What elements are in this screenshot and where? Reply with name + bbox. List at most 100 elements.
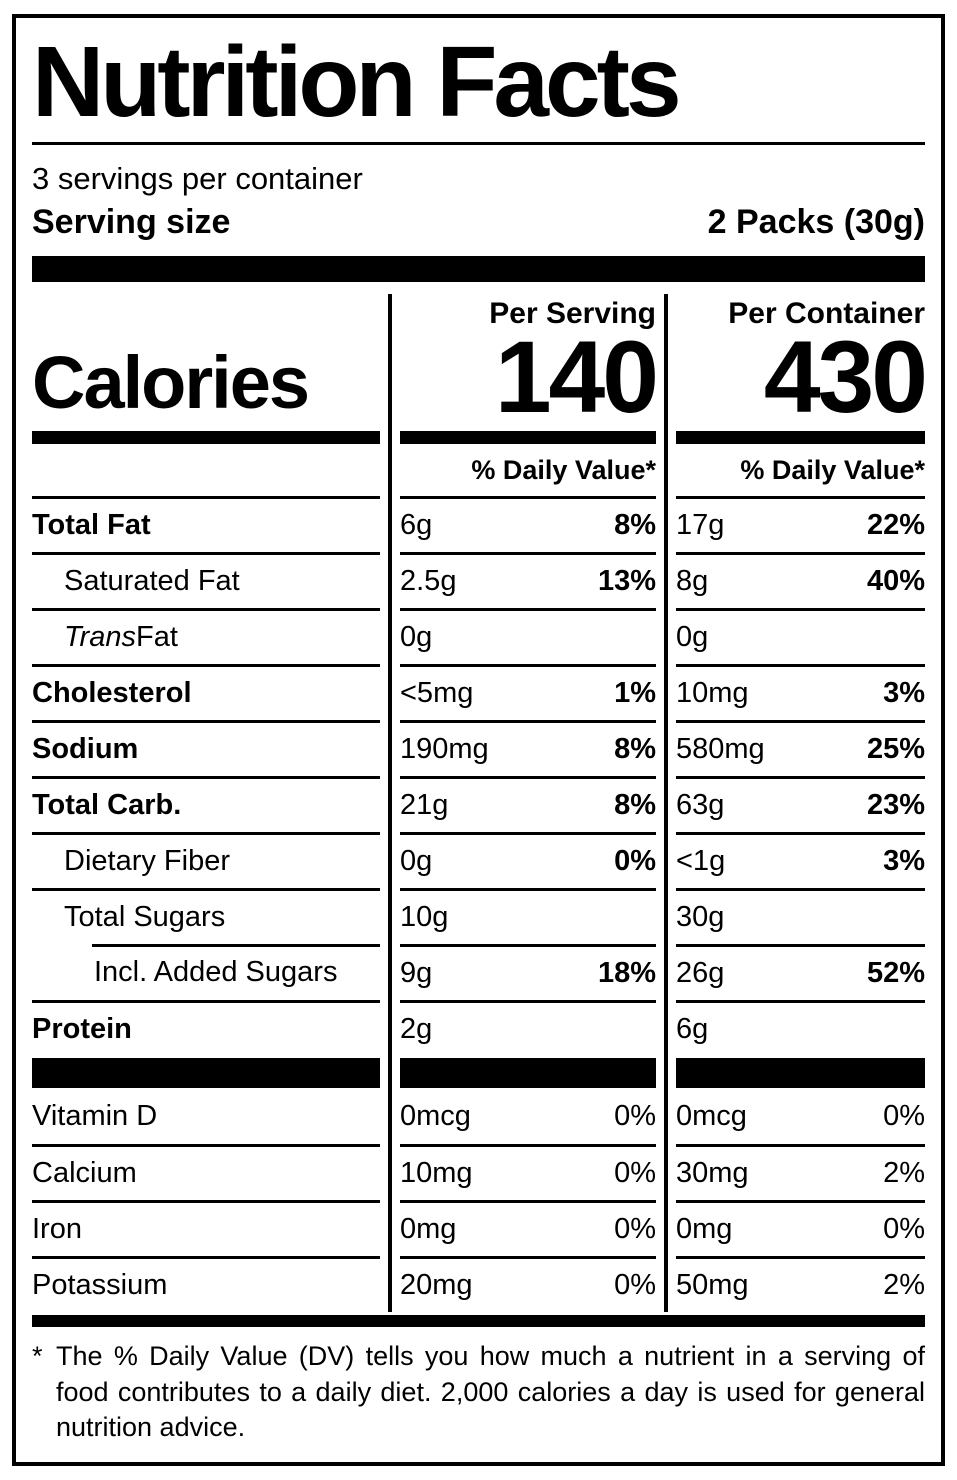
container-amount: 30g [676,901,725,933]
container-value-cell: 63g 23% [676,776,925,832]
nutrient-name-cell: Sodium [32,720,380,776]
serving-daily-value: 1% [614,677,656,709]
nutrient-name-cell: Total Sugars [32,888,380,944]
nutrient-name-cell: Cholesterol [32,664,380,720]
container-daily-value: 52% [866,957,925,989]
section-bar [400,1058,656,1088]
calories-cell: Calories [32,294,380,444]
section-bar [676,1058,925,1088]
container-amount: 10mg [676,677,749,709]
container-amount: 6g [676,1013,709,1045]
nutrient-name: Fat [135,621,178,653]
nutrient-row: Iron 0mg 0% 0mg 0% [32,1200,925,1256]
container-value-cell: 30g [676,888,925,944]
container-daily-value: 22% [866,509,925,541]
container-daily-value: 0% [883,1099,925,1132]
container-daily-value: 0% [883,1213,925,1245]
nutrient-name: Sodium [32,733,139,765]
serving-amount: 6g [400,509,433,541]
serving-amount: 2.5g [400,565,457,597]
container-daily-value: 3% [883,677,925,709]
container-value-cell: <1g 3% [676,832,925,888]
nutrient-row: Total Sugars 10g 30g [32,888,925,944]
container-value-cell: 580mg 25% [676,720,925,776]
nutrient-name-italic: Trans [64,621,136,653]
container-amount: 50mg [676,1269,749,1301]
nutrient-name: Total Fat [32,509,151,541]
footnote: * The % Daily Value (DV) tells you how m… [32,1339,925,1446]
container-amount: <1g [676,845,726,877]
serving-amount: <5mg [400,677,474,709]
per-container-calories-value: 430 [763,320,928,435]
nutrient-name: Total Sugars [64,901,226,933]
serving-amount: 20mg [400,1269,473,1301]
container-daily-value: 23% [866,789,925,821]
nutrient-name: Dietary Fiber [64,845,230,877]
serving-amount: 0mcg [400,1099,471,1132]
nutrient-row: Protein 2g 6g [32,1000,925,1056]
serving-value-cell: 2.5g 13% [400,552,656,608]
container-daily-value: 25% [866,733,925,765]
container-daily-value: 3% [883,845,925,877]
nutrient-row: Vitamin D 0mcg 0% 0mcg 0% [32,1088,925,1144]
nutrient-name: Potassium [32,1269,168,1301]
label-title: Nutrition Facts [32,26,682,138]
serving-value-cell: 21g 8% [400,776,656,832]
serving-amount: 21g [400,789,449,821]
daily-value-header-row: % Daily Value* % Daily Value* [32,444,925,496]
per-serving-underline-bar [400,431,656,444]
container-value-cell: 26g 52% [676,944,925,1000]
serving-daily-value: 0% [614,1269,656,1301]
serving-amount: 9g [400,957,433,989]
serving-daily-value: 0% [614,1157,656,1189]
container-amount: 0g [676,621,709,653]
container-amount: 580mg [676,733,765,765]
nutrition-table: Calories Per Serving 140 Per Container 4… [32,294,928,1312]
container-value-cell: 6g [676,1000,925,1056]
nutrient-row: Calcium 10mg 0% 30mg 2% [32,1144,925,1200]
nutrient-name: Iron [32,1213,82,1245]
serving-amount: 190mg [400,733,489,765]
serving-value-cell: 10g [400,888,656,944]
nutrient-name-cell: Saturated Fat [32,552,380,608]
per-container-calories-cell: Per Container 430 [676,294,928,444]
container-value-cell: 17g 22% [676,496,925,552]
nutrient-name-cell: Incl. Added Sugars [32,944,380,1000]
nutrient-name: Calcium [32,1157,137,1189]
serving-value-cell: 20mg 0% [400,1256,656,1312]
nutrient-name: Vitamin D [32,1099,158,1132]
serving-value-cell: 2g [400,1000,656,1056]
container-value-cell: 50mg 2% [676,1256,925,1312]
container-value-cell: 0g [676,608,925,664]
per-serving-calories-value: 140 [494,320,659,435]
serving-size-row: Serving size 2 Packs (30g) [32,203,925,242]
serving-amount: 2g [400,1013,433,1045]
container-daily-value: 2% [883,1269,925,1301]
nutrient-name-cell: Total Carb. [32,776,380,832]
nutrient-row: Total Fat 6g 8% 17g 22% [32,496,925,552]
nutrient-name: Total Carb. [32,789,182,821]
column-divider-left [388,294,392,1312]
nutrient-row: Potassium 20mg 0% 50mg 2% [32,1256,925,1312]
daily-value-header-serving: % Daily Value* [471,454,656,485]
container-daily-value: 2% [883,1157,925,1189]
per-serving-calories-cell: Per Serving 140 [400,294,659,444]
container-amount: 26g [676,957,725,989]
serving-value-cell: 10mg 0% [400,1144,656,1200]
container-amount: 0mcg [676,1099,747,1132]
container-amount: 30mg [676,1157,749,1189]
container-amount: 0mg [676,1213,733,1245]
title-divider [32,142,925,145]
nutrient-name-cell: Dietary Fiber [32,832,380,888]
container-value-cell: 0mg 0% [676,1200,925,1256]
nutrient-row: Cholesterol <5mg 1% 10mg 3% [32,664,925,720]
calories-row: Calories Per Serving 140 Per Container 4… [32,294,928,444]
daily-value-header-container: % Daily Value* [740,454,925,485]
nutrient-row: Saturated Fat 2.5g 13% 8g 40% [32,552,925,608]
nutrient-name: Saturated Fat [64,565,240,597]
per-container-header: Per Container [728,297,925,331]
serving-daily-value: 8% [614,733,656,765]
nutrient-row: Trans Fat 0g 0g [32,608,925,664]
nutrient-name-cell: Total Fat [32,496,380,552]
section-bar [32,1058,380,1088]
